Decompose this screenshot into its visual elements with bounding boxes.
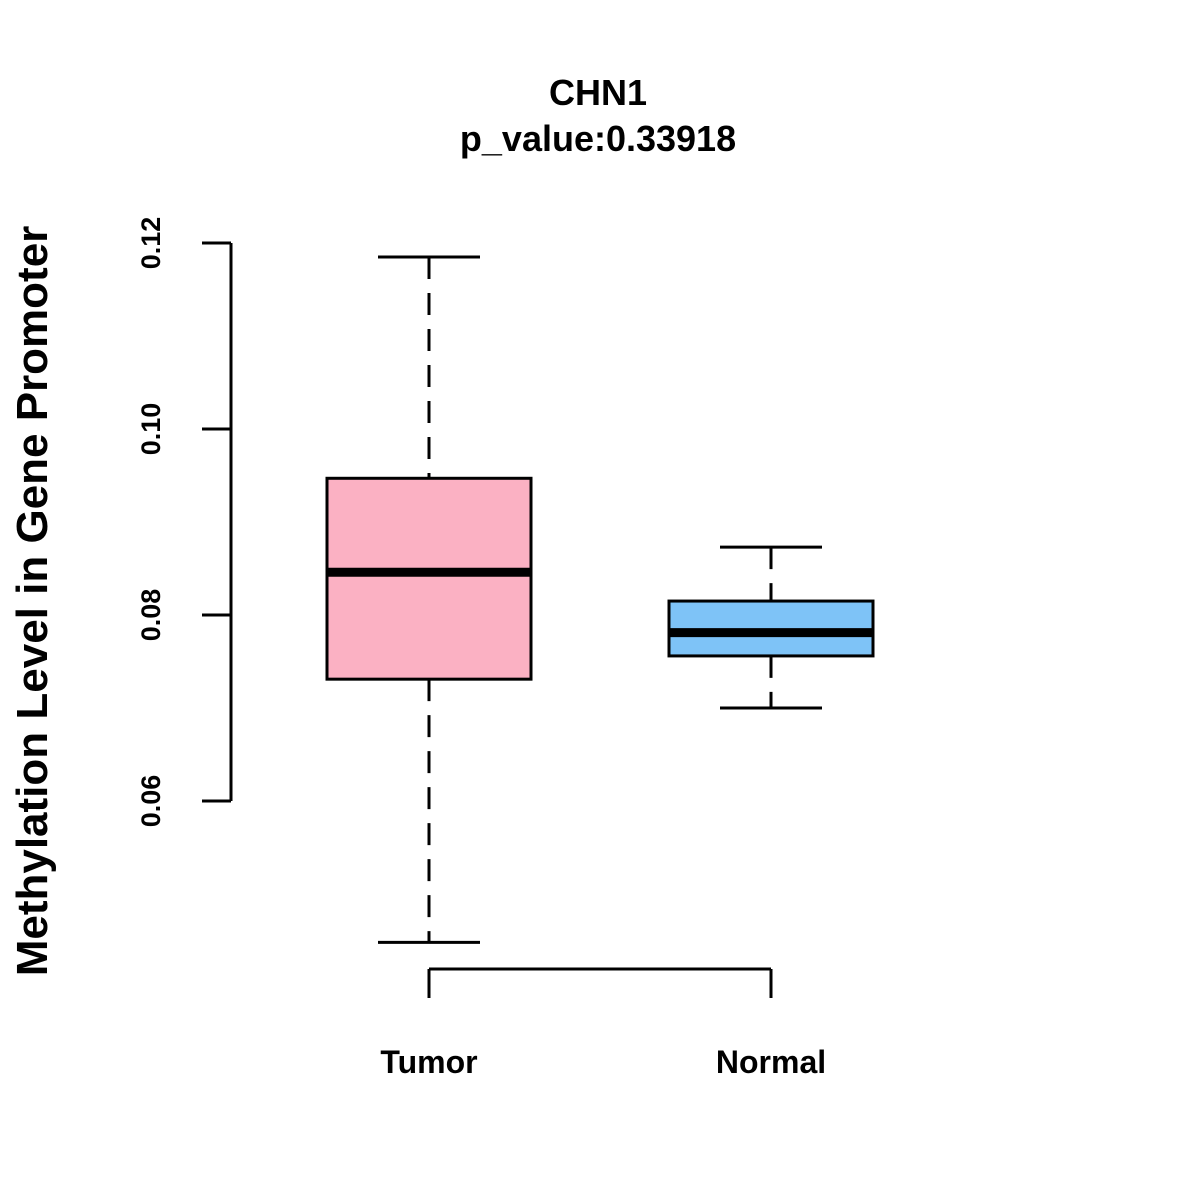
y-axis: 0.06 0.08 0.10 0.12 bbox=[136, 217, 233, 828]
box-tumor bbox=[325, 255, 533, 944]
y-tick-label: 0.12 bbox=[136, 217, 166, 270]
y-tick-label: 0.06 bbox=[136, 775, 166, 828]
y-axis-label: Methylation Level in Gene Promoter bbox=[8, 226, 57, 977]
x-tick-label: Normal bbox=[716, 1044, 826, 1080]
chart-subtitle: p_value:0.33918 bbox=[460, 118, 736, 159]
x-axis: Tumor Normal bbox=[380, 967, 826, 1080]
y-tick-label: 0.10 bbox=[136, 403, 166, 456]
iqr-box bbox=[325, 476, 533, 681]
boxes bbox=[325, 255, 875, 944]
y-tick-label: 0.08 bbox=[136, 589, 166, 642]
box-normal bbox=[667, 545, 875, 710]
x-tick-label: Tumor bbox=[380, 1044, 477, 1080]
chart-title: CHN1 bbox=[549, 72, 647, 113]
